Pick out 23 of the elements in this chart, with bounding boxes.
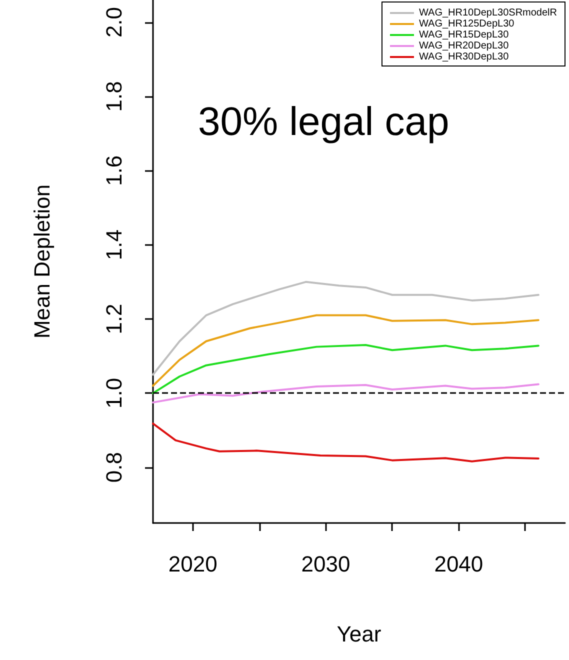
y-tick-label: 1.8	[102, 81, 126, 112]
legend-label: WAG_HR30DepL30	[418, 52, 510, 62]
legend-label: WAG_HR15DepL30	[418, 30, 510, 40]
y-axis-title: Mean Depletion	[30, 184, 54, 339]
line-series	[152, 314, 540, 387]
x-axis-title: Year	[336, 622, 382, 646]
y-tick-label: 2.0	[102, 6, 126, 38]
line-series	[152, 280, 540, 376]
y-tick-label: 1.0	[102, 378, 126, 408]
y-tick-label: 1.2	[102, 304, 126, 334]
x-tick-label: 2020	[168, 552, 218, 576]
legend-label: WAG_HR10DepL30SRmodelR	[418, 8, 558, 18]
x-tick-label: 2030	[301, 552, 350, 576]
y-tick-label: 0.8	[102, 452, 126, 483]
x-tick-label: 2040	[434, 552, 484, 576]
legend-label: WAG_HR20DepL30	[418, 40, 510, 52]
annotation: 30% legal cap	[198, 100, 450, 144]
line-series	[152, 344, 540, 394]
y-tick-label: 1.4	[102, 230, 126, 260]
y-tick-label: 1.6	[102, 155, 126, 186]
line-series	[152, 422, 540, 462]
legend-label: WAG_HR125DepL30	[418, 18, 515, 30]
line-series	[152, 383, 540, 404]
